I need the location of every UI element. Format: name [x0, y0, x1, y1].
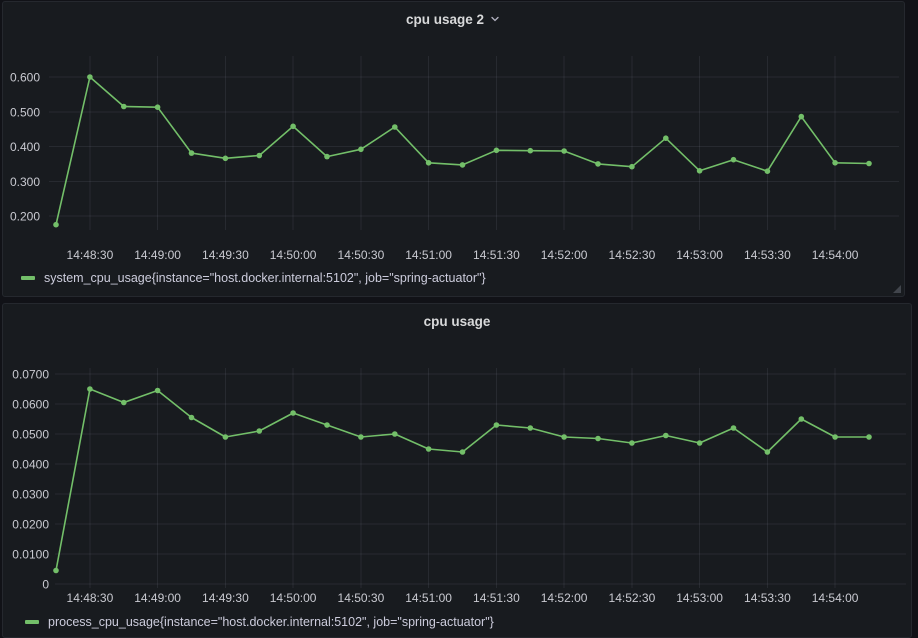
svg-text:14:50:30: 14:50:30: [338, 591, 385, 605]
svg-text:14:52:30: 14:52:30: [609, 591, 656, 605]
panel-header[interactable]: cpu usage: [3, 304, 911, 338]
svg-text:0.300: 0.300: [10, 175, 40, 189]
svg-text:14:54:00: 14:54:00: [812, 591, 859, 605]
svg-text:0: 0: [42, 578, 49, 592]
svg-text:14:49:00: 14:49:00: [134, 591, 181, 605]
svg-text:0.0300: 0.0300: [12, 488, 49, 502]
svg-text:14:53:30: 14:53:30: [744, 591, 791, 605]
svg-text:0.0700: 0.0700: [12, 368, 49, 382]
svg-text:14:48:30: 14:48:30: [67, 248, 114, 262]
svg-text:0.0100: 0.0100: [12, 548, 49, 562]
svg-text:14:51:30: 14:51:30: [473, 591, 520, 605]
panel-cpu-usage-2: cpu usage 2 0.200 0.300 0.400 0.500 0.600 14:…: [2, 1, 905, 297]
svg-text:0.200: 0.200: [10, 210, 40, 224]
svg-text:14:51:30: 14:51:30: [473, 248, 520, 262]
svg-text:14:48:30: 14:48:30: [67, 591, 114, 605]
svg-text:14:50:00: 14:50:00: [270, 248, 317, 262]
svg-text:14:53:00: 14:53:00: [676, 591, 723, 605]
svg-text:0.0600: 0.0600: [12, 398, 49, 412]
legend-row: system_cpu_usage{instance="host.docker.i…: [3, 266, 904, 290]
svg-text:0.400: 0.400: [10, 140, 40, 154]
svg-text:14:52:00: 14:52:00: [541, 591, 588, 605]
panel-cpu-usage: cpu usage 0 0.0100 0.0200 0.0300 0.0400 0.050…: [2, 303, 912, 638]
svg-text:14:52:30: 14:52:30: [609, 248, 656, 262]
svg-text:14:49:00: 14:49:00: [134, 248, 181, 262]
panel-resize-handle[interactable]: [893, 285, 901, 293]
legend-row: process_cpu_usage{instance="host.docker.…: [3, 610, 911, 634]
legend-label[interactable]: process_cpu_usage{instance="host.docker.…: [48, 615, 494, 629]
svg-text:14:51:00: 14:51:00: [405, 591, 452, 605]
chevron-down-icon[interactable]: [489, 13, 501, 25]
cpu-usage-chart[interactable]: 0 0.0100 0.0200 0.0300 0.0400 0.0500 0.0600 0.0…: [3, 338, 912, 610]
svg-text:0.500: 0.500: [10, 105, 40, 119]
svg-text:14:52:00: 14:52:00: [541, 248, 588, 262]
svg-text:14:54:00: 14:54:00: [812, 248, 859, 262]
svg-text:14:53:30: 14:53:30: [744, 248, 791, 262]
panel-title[interactable]: cpu usage 2: [405, 11, 485, 27]
svg-text:14:49:30: 14:49:30: [202, 591, 249, 605]
svg-text:14:51:00: 14:51:00: [405, 248, 452, 262]
series-color-swatch[interactable]: [25, 620, 39, 624]
cpu-usage-2-chart[interactable]: 0.200 0.300 0.400 0.500 0.600 14:48:30 14:49:0…: [3, 36, 905, 266]
svg-text:14:50:30: 14:50:30: [338, 248, 385, 262]
svg-text:14:49:30: 14:49:30: [202, 248, 249, 262]
series-color-swatch[interactable]: [21, 276, 35, 280]
panel-title[interactable]: cpu usage: [423, 313, 491, 329]
svg-text:0.600: 0.600: [10, 71, 40, 85]
svg-text:14:53:00: 14:53:00: [676, 248, 723, 262]
svg-text:0.0500: 0.0500: [12, 428, 49, 442]
svg-text:14:50:00: 14:50:00: [270, 591, 317, 605]
svg-text:0.0400: 0.0400: [12, 458, 49, 472]
svg-text:0.0200: 0.0200: [12, 518, 49, 532]
panel-header[interactable]: cpu usage 2: [3, 2, 904, 36]
legend-label[interactable]: system_cpu_usage{instance="host.docker.i…: [44, 271, 486, 285]
